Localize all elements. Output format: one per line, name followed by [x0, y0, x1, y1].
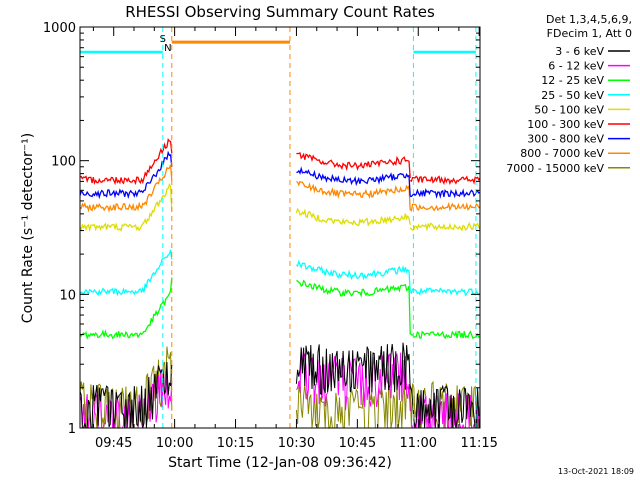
- legend-label: 800 - 7000 keV: [520, 147, 604, 160]
- legend-label: 12 - 25 keV: [541, 74, 604, 87]
- legend: Det 1,3,4,5,6,9, FDecim 1, Att 0 3 - 6 k…: [506, 13, 632, 175]
- x-tick-label: 10:00: [156, 436, 193, 451]
- legend-header-line-1: Det 1,3,4,5,6,9,: [546, 13, 632, 26]
- chart-title: RHESSI Observing Summary Count Rates: [125, 3, 435, 21]
- legend-label: 300 - 800 keV: [527, 133, 604, 146]
- series-line: [296, 279, 411, 335]
- series-line: [296, 152, 411, 178]
- series-line: [79, 346, 173, 430]
- y-tick-label: 100: [51, 155, 76, 170]
- series-line: [79, 361, 173, 429]
- legend-label: 25 - 50 keV: [541, 89, 604, 102]
- y-tick-label: 10: [59, 288, 76, 303]
- x-tick-label: 10:15: [217, 436, 254, 451]
- legend-label: 7000 - 15000 keV: [506, 162, 604, 175]
- x-tick-label: 10:30: [278, 436, 315, 451]
- y-tick-label: 1: [68, 422, 76, 437]
- series-line: [409, 201, 481, 212]
- y-axis-label: Count Rate (s⁻¹ detector⁻¹): [20, 133, 36, 323]
- series-line: [79, 277, 173, 340]
- series-line: [296, 180, 411, 211]
- series-line: [409, 221, 481, 232]
- series-line: [79, 137, 173, 186]
- series-line: [409, 175, 481, 186]
- data-layer: SN: [79, 27, 481, 430]
- footer-date: 13-Oct-2021 18:09: [558, 467, 634, 476]
- x-tick-label: 10:45: [339, 436, 376, 451]
- saa-marker-label: S: [160, 34, 166, 45]
- legend-label: 100 - 300 keV: [527, 118, 604, 131]
- y-tick-label: 1000: [43, 21, 76, 36]
- series-line: [295, 379, 411, 429]
- legend-label: 3 - 6 keV: [555, 45, 604, 58]
- legend-header-line-2: FDecim 1, Att 0: [547, 27, 632, 40]
- x-axis-label: Start Time (12-Jan-08 09:36:42): [168, 455, 392, 471]
- y-axis: 1 10 100 1000: [43, 21, 480, 437]
- legend-label: 6 - 12 keV: [548, 60, 604, 73]
- series-line: [79, 249, 173, 297]
- x-tick-label: 09:45: [95, 436, 132, 451]
- series-line: [409, 287, 481, 297]
- series-line: [410, 187, 481, 199]
- series-line: [409, 384, 481, 429]
- plot-frame: [79, 26, 481, 429]
- series-line: [79, 150, 173, 200]
- series-line: [409, 330, 481, 340]
- series-line: [295, 207, 411, 227]
- series-line: [295, 342, 411, 395]
- x-tick-label: 11:00: [400, 436, 437, 451]
- x-axis: 09:45 10:00 10:15 10:30 10:45 11:00 11:15: [92, 27, 498, 451]
- series-line: [79, 182, 173, 233]
- night-marker-label: N: [164, 43, 171, 54]
- plot-area: SN: [79, 26, 481, 430]
- series-line: [295, 259, 411, 292]
- x-tick-label: 11:15: [460, 436, 497, 451]
- series-line: [296, 166, 411, 197]
- legend-label: 50 - 100 keV: [534, 103, 604, 116]
- series-line: [79, 164, 173, 213]
